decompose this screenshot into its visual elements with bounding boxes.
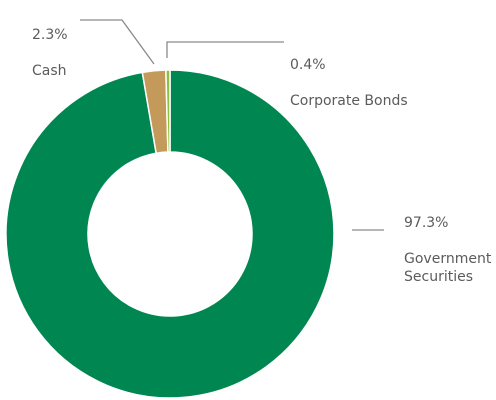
leader-lines <box>80 19 384 231</box>
label-cash: 2.3% Cash <box>32 8 68 98</box>
label-government-securities: 97.3% Government Securities <box>404 196 491 304</box>
leader-line-corporate-bonds <box>166 41 284 58</box>
slice-corporate-bonds <box>165 69 171 153</box>
slices <box>5 69 335 399</box>
value-label-corporate-bonds: 0.4% <box>290 57 326 73</box>
leader-line-cash <box>80 19 155 65</box>
category-label-corporate-bonds: Corporate Bonds <box>290 93 408 109</box>
category-label-cash: Cash <box>32 63 67 79</box>
value-label-government-securities: 97.3% <box>404 215 449 231</box>
category-label-government-securities: Government Securities <box>404 251 492 285</box>
slice-government-securities <box>5 69 335 399</box>
label-corporate-bonds: 0.4% Corporate Bonds <box>290 38 408 128</box>
value-label-cash: 2.3% <box>32 27 68 43</box>
